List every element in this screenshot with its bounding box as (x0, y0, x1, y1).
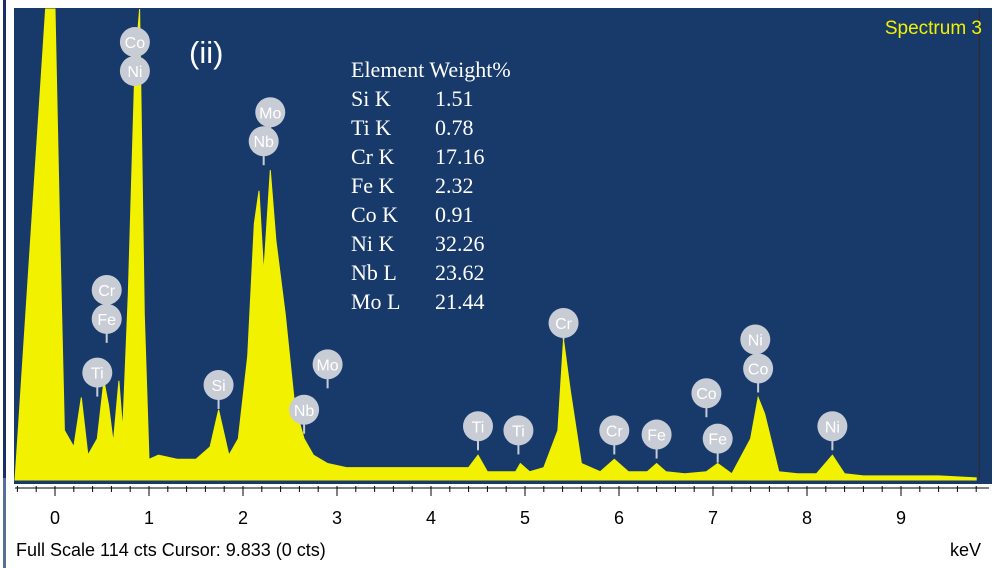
element-label: Mo (312, 349, 343, 389)
element-label-text: Fe (647, 428, 666, 445)
left-window-edge (0, 0, 12, 568)
element-label: Co (119, 27, 150, 58)
label-bubble (548, 308, 579, 338)
panel-label: (ii) (189, 35, 223, 70)
table-element: Ti K (351, 115, 391, 140)
status-text: Full Scale 114 cts Cursor: 9.833 (0 cts) (16, 540, 326, 560)
element-label-text: Ni (127, 64, 142, 81)
label-bubble (743, 353, 774, 384)
element-label: Mo (255, 97, 286, 137)
element-label: Si (203, 369, 234, 409)
element-label: Nb (289, 394, 320, 434)
element-label: Ti (82, 357, 113, 397)
label-bubble (641, 419, 672, 450)
table-header: Element Weight% (351, 57, 511, 82)
table-element: Fe K (351, 173, 395, 198)
table-element: Co K (351, 202, 398, 227)
element-label: Fe (702, 423, 733, 463)
table-value: 0.91 (435, 202, 474, 227)
label-bubble (599, 415, 630, 446)
label-bubble (691, 378, 722, 409)
element-label-text: Ni (825, 419, 840, 436)
x-tick-label: 6 (614, 508, 624, 528)
table-element: Si K (351, 86, 391, 111)
plot-area[interactable] (14, 8, 992, 484)
energy-unit-label: keV (950, 540, 982, 560)
element-label: Cr (91, 274, 122, 314)
spectrum-title: Spectrum 3 (885, 18, 982, 39)
element-label: Co (691, 378, 722, 418)
table-value: 0.78 (435, 115, 474, 140)
label-bubble (91, 274, 122, 305)
element-label: Fe (91, 303, 122, 343)
spectrum-series (14, 8, 977, 481)
x-tick-label: 2 (238, 508, 248, 528)
label-bubble (702, 423, 733, 454)
element-label-text: Cr (555, 316, 573, 333)
table-value: 2.32 (435, 173, 474, 198)
label-bubble (817, 411, 848, 442)
x-tick-label: 7 (708, 508, 718, 528)
label-bubble (203, 369, 234, 400)
element-label-text: Fe (708, 432, 727, 449)
label-bubble (312, 349, 343, 380)
table-value: 32.26 (435, 231, 485, 256)
table-element: Ni K (351, 231, 395, 256)
x-tick-label: 0 (50, 508, 60, 528)
x-tick-label: 8 (802, 508, 812, 528)
table-value: 21.44 (435, 289, 485, 314)
element-label: Ni (740, 324, 771, 364)
element-label-text: Ti (472, 419, 485, 436)
element-label: Ti (463, 411, 493, 451)
label-bubble (255, 97, 286, 128)
table-element: Nb L (351, 260, 397, 285)
element-label-text: Co (125, 35, 146, 52)
element-label-text: Ti (512, 423, 525, 440)
x-tick-label: 1 (144, 508, 154, 528)
label-bubble (91, 303, 122, 334)
element-label-text: Mo (316, 357, 338, 374)
element-label: Co (743, 353, 774, 393)
label-bubble (119, 27, 150, 58)
element-label-text: Nb (294, 403, 315, 420)
x-tick-label: 4 (426, 508, 436, 528)
table-element: Mo L (351, 289, 401, 314)
label-bubble (740, 324, 771, 355)
x-tick-label: 9 (896, 508, 906, 528)
element-label-text: Nb (253, 134, 274, 151)
label-bubble (82, 357, 113, 388)
element-label: Ni (119, 55, 150, 86)
element-label: Ni (817, 411, 848, 451)
label-bubble (289, 394, 320, 425)
element-label-text: Fe (97, 312, 116, 329)
element-label: Fe (641, 419, 672, 459)
element-label: Nb (248, 126, 279, 166)
element-label-text: Co (696, 386, 717, 403)
label-bubble (503, 415, 534, 446)
element-label: Ti (503, 415, 534, 455)
element-label-text: Mo (259, 105, 281, 122)
element-label-text: Ni (748, 333, 763, 350)
element-label-text: Ti (91, 366, 104, 383)
element-label: Cr (599, 415, 630, 455)
axis-panel (14, 484, 990, 566)
x-tick-label: 3 (332, 508, 342, 528)
element-label: Cr (548, 308, 579, 340)
element-label-text: Co (748, 361, 769, 378)
table-value: 23.62 (435, 260, 485, 285)
label-bubble (248, 126, 279, 157)
table-element: Cr K (351, 144, 395, 169)
table-value: 17.16 (435, 144, 485, 169)
element-label-text: Si (211, 378, 225, 395)
element-label-text: Cr (98, 283, 116, 300)
label-bubble (119, 55, 150, 86)
table-value: 1.51 (435, 86, 474, 111)
x-tick-label: 5 (520, 508, 530, 528)
element-label-text: Cr (606, 423, 624, 440)
label-bubble (463, 411, 493, 442)
